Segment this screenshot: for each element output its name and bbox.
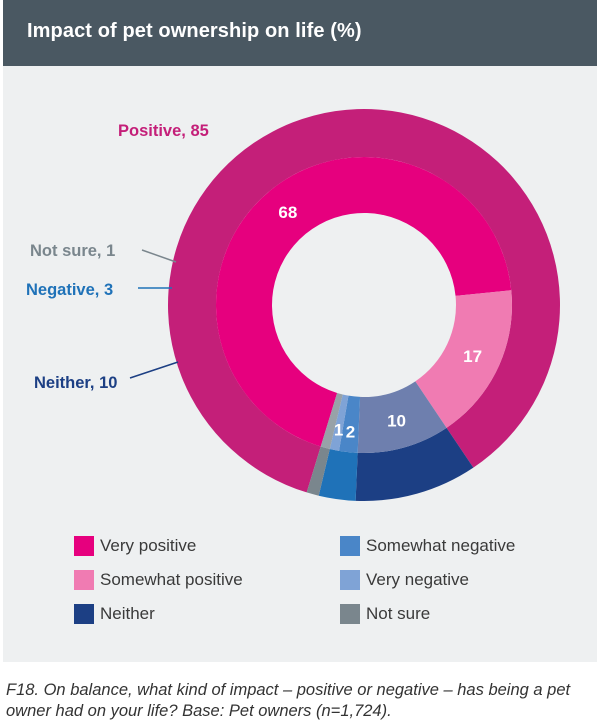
inner-slice-not-sure bbox=[320, 392, 343, 449]
inner-value-label: 2 bbox=[346, 422, 355, 441]
figure-caption: F18. On balance, what kind of impact – p… bbox=[6, 681, 571, 720]
legend-label: Somewhat negative bbox=[366, 536, 516, 555]
inner-slice-somewhat-positive bbox=[415, 290, 512, 428]
inner-value-label: 1 bbox=[334, 420, 343, 439]
inner-slice-very-negative bbox=[329, 394, 349, 451]
legend-label: Not sure bbox=[366, 604, 431, 623]
outer-callout-label-not-sure: Not sure, 1 bbox=[30, 242, 115, 260]
chart-header: Impact of pet ownership on life (%) bbox=[3, 0, 597, 66]
legend-label: Very positive bbox=[100, 536, 197, 555]
inner-slice-somewhat-negative bbox=[338, 395, 361, 453]
legend-swatch bbox=[340, 570, 360, 590]
legend-swatch bbox=[74, 536, 94, 556]
legend-swatch bbox=[340, 536, 360, 556]
legend-label: Very negative bbox=[366, 570, 470, 589]
legend-label: Somewhat positive bbox=[100, 570, 243, 589]
outer-slice-negative bbox=[318, 448, 358, 501]
legend-item-somewhat-positive: Somewhat positive bbox=[74, 570, 243, 590]
leader-line-neither bbox=[129, 361, 179, 379]
legend-swatch bbox=[74, 604, 94, 624]
inner-slice-neither bbox=[357, 381, 447, 453]
legend-item-somewhat-negative: Somewhat negative bbox=[340, 536, 515, 556]
legend-item-very-negative: Very negative bbox=[340, 570, 469, 590]
inner-value-label: 10 bbox=[387, 412, 406, 431]
outer-callout-label-positive: Positive, 85 bbox=[118, 122, 209, 140]
chart-title: Impact of pet ownership on life (%) bbox=[27, 20, 362, 42]
legend-swatch bbox=[74, 570, 94, 590]
legend-item-very-positive: Very positive bbox=[74, 536, 196, 556]
legend-item-not-sure: Not sure bbox=[340, 604, 430, 624]
outer-slice-neither bbox=[355, 427, 474, 501]
inner-value-label: 17 bbox=[463, 347, 482, 366]
legend-label: Neither bbox=[100, 604, 155, 623]
legend-item-neither: Neither bbox=[74, 604, 155, 624]
outer-slice-not-sure bbox=[306, 446, 330, 496]
inner-value-label: 68 bbox=[278, 203, 297, 222]
outer-callout-label-negative: Negative, 3 bbox=[26, 281, 113, 299]
leader-line-not-sure bbox=[141, 249, 177, 263]
outer-callout-label-neither: Neither, 10 bbox=[34, 374, 117, 392]
inner-slice-very-positive bbox=[216, 157, 512, 447]
legend-swatch bbox=[340, 604, 360, 624]
